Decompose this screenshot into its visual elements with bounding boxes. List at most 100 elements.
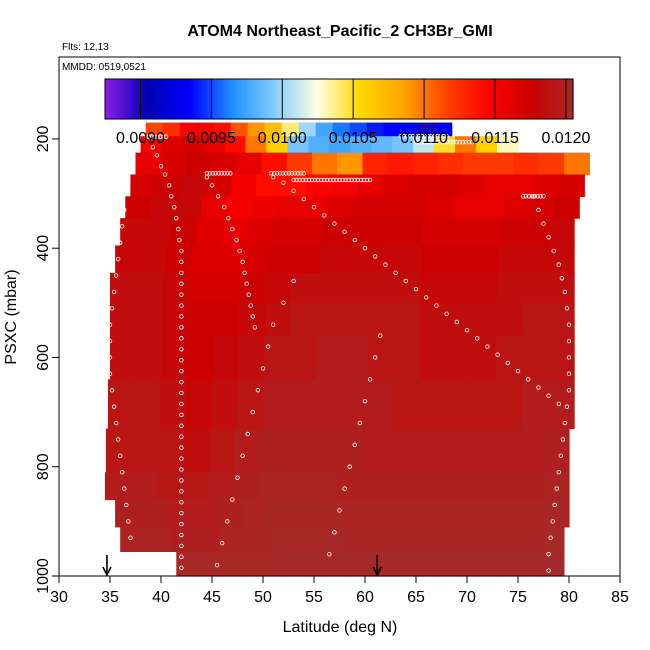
colorbar-swatch bbox=[383, 79, 386, 119]
heatmap-cell bbox=[219, 551, 242, 577]
heatmap-cell bbox=[170, 218, 197, 247]
observation-point bbox=[559, 276, 565, 281]
heatmap-cell bbox=[260, 428, 287, 473]
colorbar-swatch bbox=[309, 79, 312, 119]
colorbar-swatch bbox=[471, 79, 474, 119]
colorbar-swatch bbox=[537, 79, 540, 119]
heatmap-cell bbox=[419, 302, 446, 337]
observation-point bbox=[426, 134, 431, 139]
heatmap-cell bbox=[215, 499, 242, 528]
observation-point bbox=[566, 338, 572, 344]
heatmap-cell bbox=[412, 152, 439, 176]
heatmap-cell bbox=[414, 472, 441, 501]
heatmap-cell bbox=[236, 152, 263, 176]
observation-point bbox=[210, 171, 215, 176]
observation-point bbox=[150, 144, 156, 150]
colorbar-swatch bbox=[363, 79, 366, 119]
colorbar-swatch bbox=[403, 79, 406, 119]
observation-point bbox=[357, 420, 363, 426]
heatmap-cell bbox=[513, 152, 540, 176]
observation-point bbox=[410, 134, 416, 139]
observation-point bbox=[107, 338, 113, 344]
colorbar-swatch bbox=[419, 79, 422, 119]
colorbar-swatch bbox=[483, 79, 486, 119]
colorbar-swatch bbox=[409, 79, 412, 119]
observation-point bbox=[215, 194, 221, 199]
heatmap-cell bbox=[370, 551, 393, 577]
colorbar-swatch bbox=[167, 79, 170, 119]
colorbar-swatch bbox=[523, 79, 526, 119]
observation-point bbox=[444, 134, 449, 139]
heatmap-cell bbox=[194, 526, 220, 553]
colorbar-swatch bbox=[381, 79, 384, 119]
colorbar-swatch bbox=[141, 79, 144, 119]
colorbar-swatch bbox=[397, 79, 400, 119]
observation-point bbox=[228, 171, 233, 176]
observation-point bbox=[248, 303, 253, 308]
heatmap-cell bbox=[342, 302, 369, 337]
heatmap-cell bbox=[187, 272, 214, 304]
observation-point bbox=[179, 248, 184, 254]
heatmap-cell bbox=[391, 551, 414, 577]
observation-point bbox=[361, 177, 367, 183]
heatmap-cell bbox=[185, 152, 212, 176]
observation-point bbox=[463, 140, 469, 145]
observation-point bbox=[265, 344, 271, 349]
observation-point bbox=[250, 314, 255, 319]
colorbar-swatch bbox=[391, 79, 394, 119]
heatmap-cell bbox=[533, 174, 560, 197]
observation-point bbox=[352, 237, 357, 243]
heatmap-cell bbox=[366, 526, 392, 553]
heatmap-cell bbox=[180, 174, 207, 197]
colorbar-swatch bbox=[137, 79, 140, 119]
colorbar-swatch bbox=[199, 79, 202, 119]
heatmap-cell bbox=[421, 245, 448, 274]
colorbar-swatch bbox=[343, 79, 346, 119]
heatmap-cell bbox=[391, 526, 417, 553]
colorbar-swatch bbox=[283, 79, 286, 119]
heatmap-cell bbox=[213, 335, 240, 380]
colorbar-swatch bbox=[269, 79, 272, 119]
colorbar-swatch bbox=[345, 79, 348, 119]
x-tick-label: 55 bbox=[305, 589, 323, 606]
heatmap-cell bbox=[286, 428, 313, 473]
heatmap-cell bbox=[196, 122, 215, 137]
heatmap-cell bbox=[564, 152, 590, 176]
heatmap-cell bbox=[523, 218, 550, 247]
heatmap-cell bbox=[315, 379, 342, 430]
observation-point bbox=[432, 140, 437, 145]
colorbar-swatch bbox=[117, 79, 120, 119]
x-tick-label: 50 bbox=[254, 589, 272, 606]
observation-point bbox=[566, 322, 572, 327]
observation-point bbox=[146, 134, 151, 139]
heatmap-cell bbox=[433, 174, 459, 197]
observation-point bbox=[297, 177, 302, 183]
observation-point bbox=[152, 134, 157, 139]
observation-point bbox=[541, 221, 546, 226]
colorbar-swatch bbox=[533, 79, 536, 119]
heatmap-cell bbox=[276, 196, 303, 219]
colorbar-swatch bbox=[527, 79, 530, 119]
colorbar-swatch bbox=[251, 79, 254, 119]
colorbar-swatch bbox=[175, 79, 178, 119]
observation-point bbox=[179, 543, 184, 549]
colorbar-swatch bbox=[375, 79, 378, 119]
observation-point bbox=[126, 177, 131, 183]
observation-point bbox=[124, 191, 129, 196]
heatmap-cell bbox=[290, 272, 317, 304]
heatmap-cell bbox=[470, 379, 498, 430]
colorbar-swatch bbox=[195, 79, 198, 119]
observation-point bbox=[495, 352, 500, 357]
heatmap-cell bbox=[543, 472, 570, 501]
colorbar-swatch bbox=[315, 79, 318, 119]
observation-point bbox=[107, 371, 113, 377]
heatmap-cell bbox=[120, 218, 147, 247]
heatmap-cell bbox=[301, 196, 328, 219]
heatmap-cell bbox=[332, 122, 351, 137]
observation-point bbox=[312, 177, 318, 183]
colorbar-swatch bbox=[105, 79, 108, 119]
colorbar-swatch bbox=[263, 79, 266, 119]
observation-point bbox=[179, 303, 184, 308]
observation-point bbox=[179, 259, 184, 265]
colorbar-swatch bbox=[293, 79, 296, 119]
